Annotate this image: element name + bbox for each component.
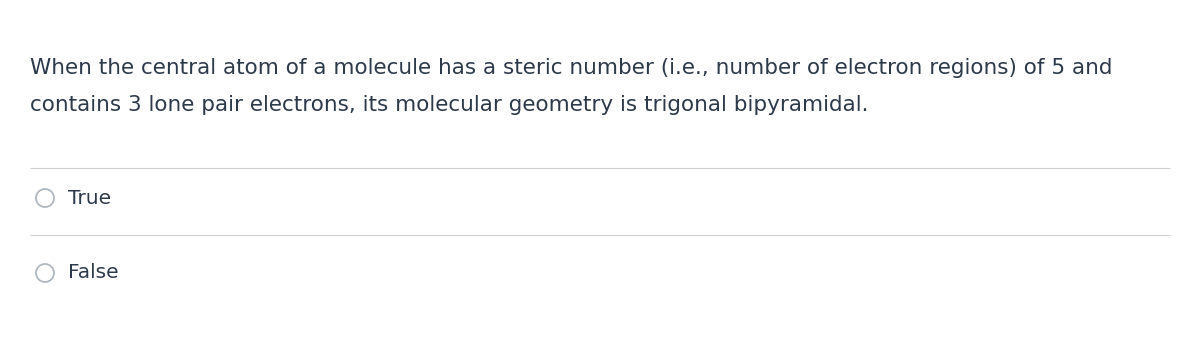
Text: contains 3 lone pair electrons, its molecular geometry is trigonal bipyramidal.: contains 3 lone pair electrons, its mole…	[30, 95, 869, 115]
Text: True: True	[68, 189, 112, 208]
Text: False: False	[68, 263, 119, 282]
Text: When the central atom of a molecule has a steric number (i.e., number of electro: When the central atom of a molecule has …	[30, 58, 1112, 78]
